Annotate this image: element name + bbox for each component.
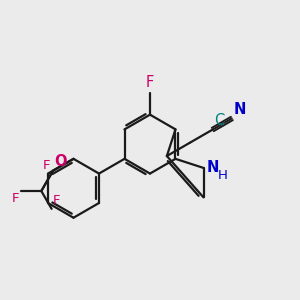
Text: N: N — [207, 160, 219, 175]
Text: F: F — [43, 159, 50, 172]
Text: F: F — [12, 193, 19, 206]
Text: O: O — [55, 154, 67, 169]
Text: N: N — [234, 102, 246, 117]
Text: C: C — [214, 113, 225, 128]
Text: F: F — [53, 194, 61, 207]
Text: H: H — [217, 169, 227, 182]
Text: F: F — [146, 75, 154, 90]
